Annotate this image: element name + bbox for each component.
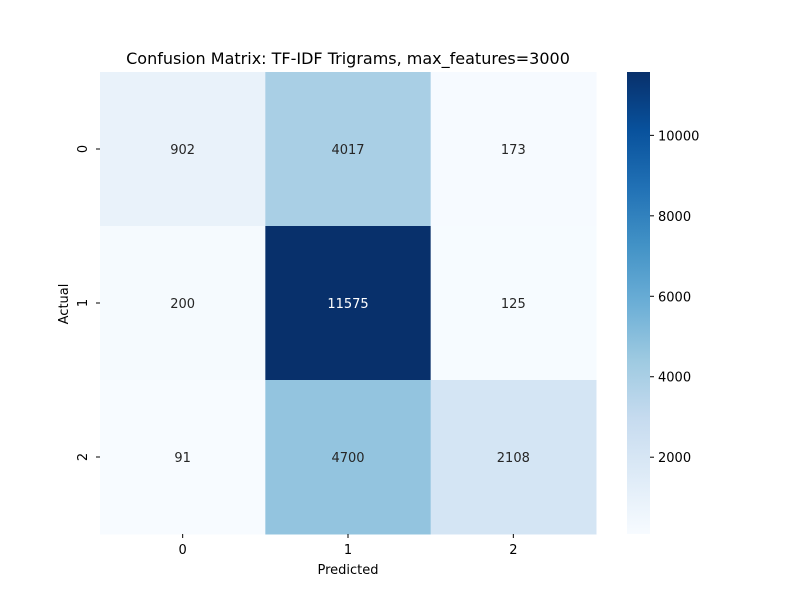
cell-value-label: 902: [170, 143, 195, 158]
cell-value-label: 4017: [331, 143, 364, 158]
heatmap-cell-labels: 902 4017 173 200 11575 125 91 4700 2108: [170, 143, 530, 466]
cell-value-label: 91: [174, 451, 191, 466]
colorbar-tick-label: 2000: [658, 451, 691, 466]
heatmap-cell: [100, 72, 266, 227]
cell-value-label: 2108: [497, 451, 530, 466]
y-tick-label: 1: [76, 299, 91, 307]
heatmap-cell: [265, 72, 432, 227]
x-axis-label: Predicted: [317, 563, 378, 578]
cell-value-label: 11575: [327, 297, 368, 312]
chart-title: Confusion Matrix: TF-IDF Trigrams, max_f…: [126, 49, 570, 69]
colorbar: 2000 4000 6000 8000 10000: [627, 72, 699, 534]
y-tick-label: 0: [76, 145, 91, 153]
y-axis: 0 1 2: [76, 145, 100, 461]
heatmap-cell: [430, 72, 597, 227]
colorbar-tick-label: 4000: [658, 371, 691, 386]
colorbar-tick-label: 6000: [658, 290, 691, 305]
cell-value-label: 173: [501, 143, 526, 158]
heatmap-cell: [430, 380, 597, 535]
heatmap-cells: [100, 72, 597, 535]
colorbar-tick-label: 10000: [658, 129, 699, 144]
x-axis: 0 1 2: [179, 534, 517, 558]
colorbar-gradient: [627, 72, 650, 534]
x-tick-label: 2: [509, 543, 517, 558]
cell-value-label: 4700: [331, 451, 364, 466]
cell-value-label: 125: [501, 297, 526, 312]
y-tick-label: 2: [76, 453, 91, 461]
colorbar-tick-label: 8000: [658, 210, 691, 225]
x-tick-label: 0: [179, 543, 187, 558]
cell-value-label: 200: [170, 297, 195, 312]
heatmap-cell: [100, 380, 266, 535]
heatmap-cell: [100, 226, 266, 381]
heatmap-cell: [265, 380, 432, 535]
heatmap-cell: [265, 226, 432, 381]
heatmap-cell: [430, 226, 597, 381]
y-axis-label: Actual: [57, 284, 72, 325]
x-tick-label: 1: [344, 543, 352, 558]
